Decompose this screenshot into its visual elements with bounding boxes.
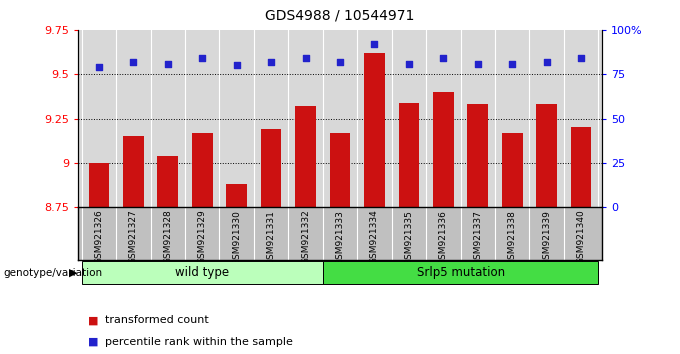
Bar bbox=[123, 136, 143, 207]
Text: percentile rank within the sample: percentile rank within the sample bbox=[105, 337, 293, 347]
Point bbox=[541, 59, 552, 65]
Text: genotype/variation: genotype/variation bbox=[3, 268, 103, 278]
Text: GSM921327: GSM921327 bbox=[129, 210, 138, 264]
Text: ■: ■ bbox=[88, 337, 99, 347]
Point bbox=[197, 56, 207, 61]
Text: ▶: ▶ bbox=[69, 268, 78, 278]
Bar bbox=[295, 106, 316, 207]
Text: GSM921337: GSM921337 bbox=[473, 210, 482, 265]
Bar bbox=[192, 133, 213, 207]
Text: GSM921332: GSM921332 bbox=[301, 210, 310, 264]
Text: GSM921335: GSM921335 bbox=[405, 210, 413, 265]
Point bbox=[335, 59, 345, 65]
Point bbox=[163, 61, 173, 67]
Bar bbox=[364, 53, 385, 207]
Bar bbox=[226, 184, 247, 207]
Text: transformed count: transformed count bbox=[105, 315, 209, 325]
Bar bbox=[502, 133, 522, 207]
Bar bbox=[467, 104, 488, 207]
Text: ■: ■ bbox=[88, 315, 99, 325]
Text: Srlp5 mutation: Srlp5 mutation bbox=[417, 266, 505, 279]
Bar bbox=[260, 129, 282, 207]
Text: GSM921331: GSM921331 bbox=[267, 210, 275, 265]
Point bbox=[576, 56, 587, 61]
Text: GSM921339: GSM921339 bbox=[542, 210, 551, 265]
Point bbox=[473, 61, 483, 67]
Point bbox=[300, 56, 311, 61]
Text: GSM921340: GSM921340 bbox=[577, 210, 585, 264]
Text: GSM921334: GSM921334 bbox=[370, 210, 379, 264]
Text: GSM921333: GSM921333 bbox=[335, 210, 345, 265]
Text: GSM921329: GSM921329 bbox=[198, 210, 207, 264]
Text: GSM921338: GSM921338 bbox=[508, 210, 517, 265]
Point bbox=[369, 41, 380, 47]
Text: GSM921336: GSM921336 bbox=[439, 210, 448, 265]
Text: GDS4988 / 10544971: GDS4988 / 10544971 bbox=[265, 9, 415, 23]
Point bbox=[231, 63, 242, 68]
Point bbox=[93, 64, 104, 70]
Point bbox=[266, 59, 277, 65]
Text: GSM921328: GSM921328 bbox=[163, 210, 172, 264]
Bar bbox=[398, 103, 420, 207]
Bar bbox=[537, 104, 557, 207]
FancyBboxPatch shape bbox=[82, 261, 323, 284]
Bar bbox=[571, 127, 592, 207]
Point bbox=[438, 56, 449, 61]
FancyBboxPatch shape bbox=[323, 261, 598, 284]
Bar bbox=[433, 92, 454, 207]
Text: wild type: wild type bbox=[175, 266, 229, 279]
Bar bbox=[330, 133, 350, 207]
Point bbox=[403, 61, 414, 67]
Text: GSM921326: GSM921326 bbox=[95, 210, 103, 264]
Point bbox=[128, 59, 139, 65]
Text: GSM921330: GSM921330 bbox=[232, 210, 241, 265]
Bar bbox=[158, 156, 178, 207]
Bar bbox=[88, 163, 109, 207]
Point bbox=[507, 61, 517, 67]
